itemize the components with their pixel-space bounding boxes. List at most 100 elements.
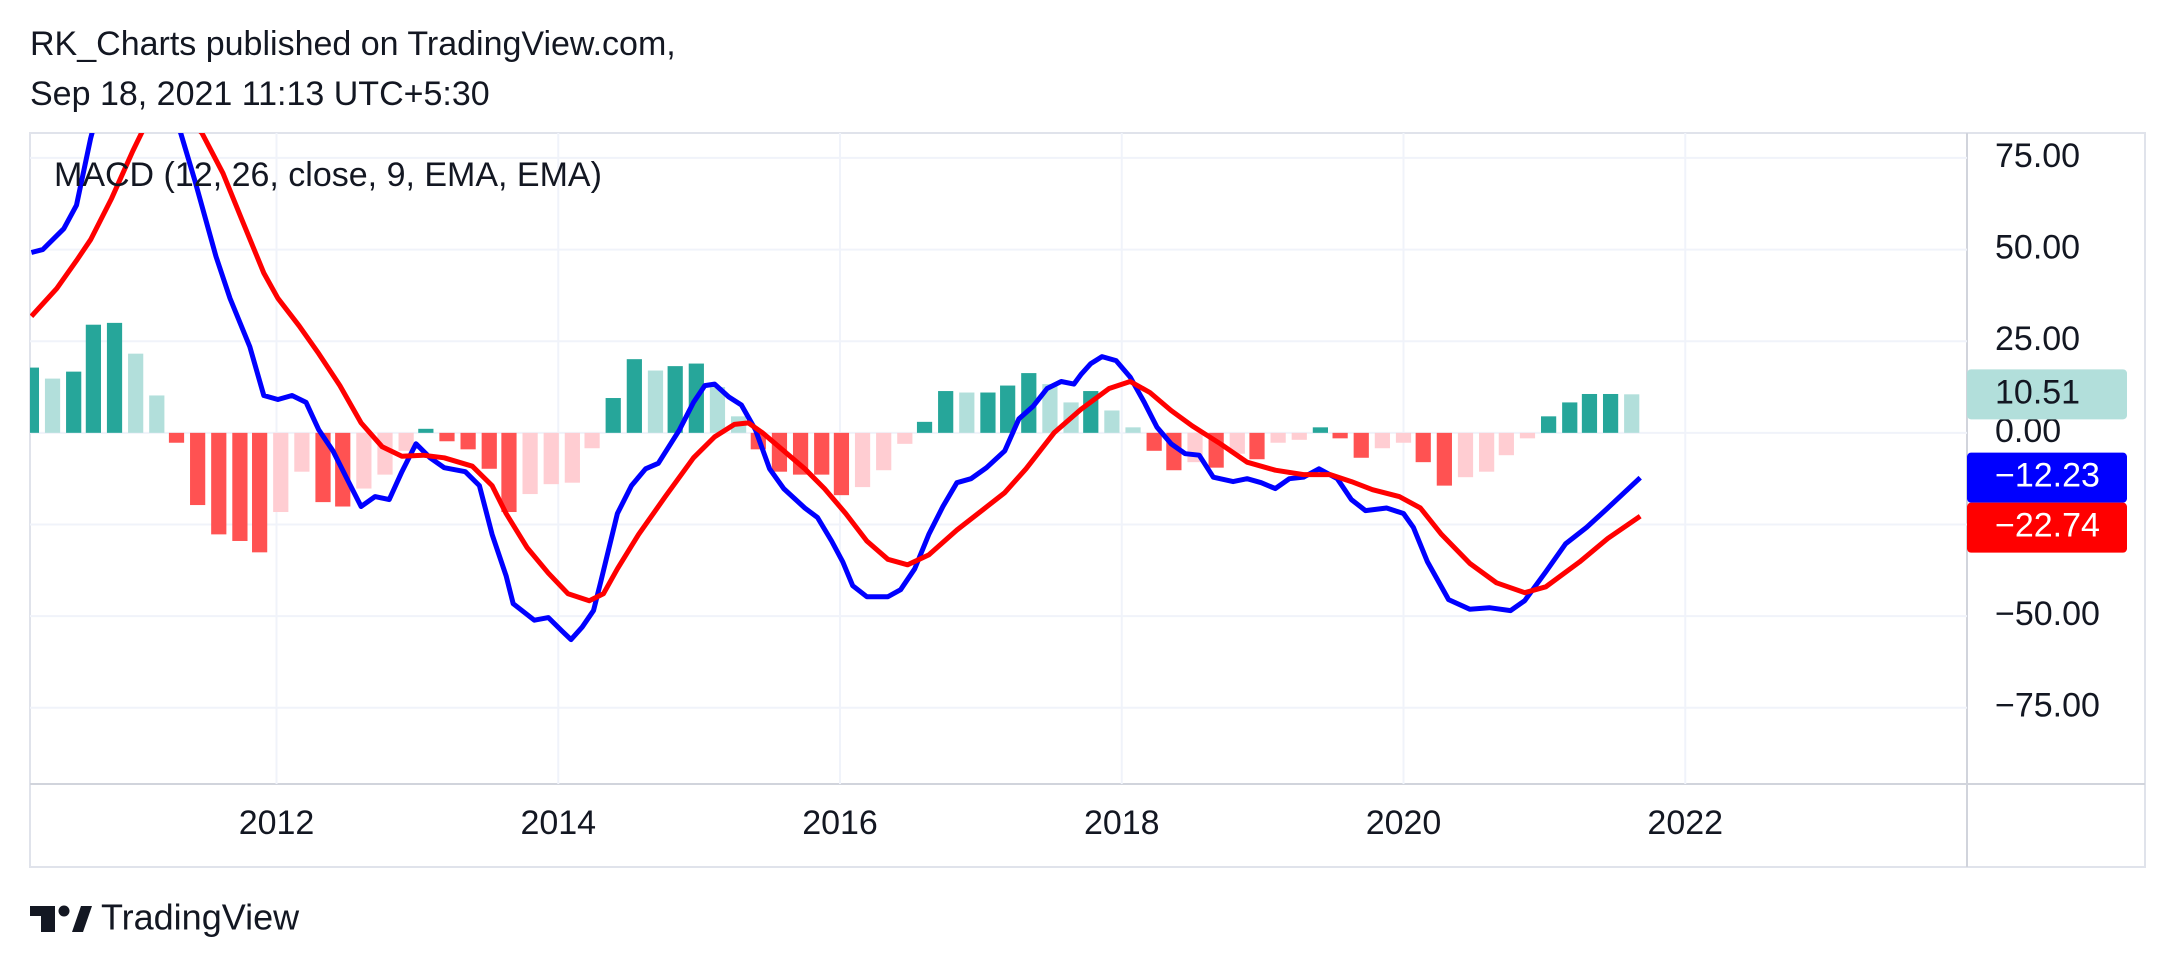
histogram-bar	[1519, 432, 1536, 439]
histogram-bar	[66, 371, 82, 433]
histogram-bar	[1125, 427, 1141, 433]
histogram-bar	[149, 395, 165, 433]
price-label-box	[1967, 502, 2127, 553]
histogram-bar	[481, 432, 497, 469]
histogram-bar	[854, 432, 871, 488]
histogram-bar	[315, 432, 331, 503]
histogram-bar	[938, 391, 954, 433]
histogram-bar	[1415, 432, 1431, 463]
histogram-bar	[398, 432, 414, 451]
histogram-bar	[1332, 432, 1348, 439]
histogram-bar	[85, 324, 101, 433]
histogram-bar	[1581, 393, 1598, 433]
histogram-bar	[1021, 373, 1037, 433]
histogram-bar	[1000, 385, 1016, 433]
x-tick-label: 2012	[239, 804, 315, 842]
histogram-bar	[543, 432, 559, 485]
histogram-bar	[211, 432, 227, 535]
price-label: −22.74	[1995, 507, 2100, 545]
histogram-bar	[232, 432, 248, 541]
histogram-bar	[647, 370, 664, 433]
histogram-bar	[1624, 394, 1640, 433]
histogram-bar	[522, 432, 538, 495]
x-tick-label: 2014	[520, 804, 596, 842]
histogram-bar	[190, 432, 206, 506]
plot-area	[30, 133, 1642, 643]
grid	[30, 133, 1967, 784]
histogram-bar	[1374, 432, 1390, 449]
macd-line	[30, 133, 1642, 643]
histogram-bar	[1498, 432, 1514, 456]
histogram-bar	[439, 432, 455, 442]
histogram-bar	[1312, 427, 1329, 433]
chart-frame	[29, 132, 2146, 868]
y-tick-label: 75.00	[1995, 137, 2080, 175]
histogram-bar	[168, 432, 185, 443]
histogram-bar	[1395, 432, 1412, 443]
x-tick-label: 2016	[802, 804, 878, 842]
histogram-bar	[1042, 384, 1058, 433]
histogram-bar	[1270, 432, 1286, 443]
histogram-bar	[44, 378, 61, 433]
histogram-bar	[1457, 432, 1474, 478]
logo-part	[72, 906, 92, 932]
histogram-bar	[626, 359, 642, 433]
y-tick-label: 50.00	[1995, 229, 2080, 267]
histogram-bar	[1562, 402, 1578, 433]
y-tick-label: −75.00	[1995, 687, 2100, 725]
histogram-bar	[980, 392, 996, 433]
histogram-bar	[460, 432, 476, 450]
histogram-bar	[959, 392, 975, 433]
logo-part	[58, 905, 70, 917]
histogram-bar	[356, 432, 372, 489]
histogram-bar	[564, 432, 580, 483]
macd-line	[30, 133, 1642, 604]
histogram-bar	[814, 432, 830, 475]
histogram-bar	[709, 387, 726, 433]
histogram-bar	[294, 432, 310, 472]
y-tick-label: −50.00	[1995, 595, 2100, 633]
price-label: 10.51	[1995, 373, 2080, 411]
date-line: Sep 18, 2021 11:13 UTC+5:30	[30, 75, 490, 113]
indicator-title: MACD (12, 26, close, 9, EMA, EMA)	[54, 156, 602, 194]
histogram-bar	[1541, 416, 1557, 433]
histogram-bar	[418, 428, 434, 433]
histogram-bar	[1146, 432, 1162, 451]
histogram-bar	[1353, 432, 1369, 458]
histogram-bar	[1229, 432, 1245, 454]
histogram-bar	[1602, 393, 1619, 433]
price-label: −12.23	[1995, 457, 2100, 495]
histogram-bar	[377, 432, 393, 475]
logo-part	[41, 906, 55, 932]
histogram-bar	[252, 432, 268, 553]
x-tick-label: 2022	[1647, 804, 1723, 842]
histogram-bar	[667, 366, 683, 433]
histogram-bar	[916, 421, 933, 433]
histogram-bar	[1249, 432, 1265, 460]
x-tick-label: 2018	[1084, 804, 1160, 842]
histogram-bar	[128, 353, 144, 433]
y-tick-label: 25.00	[1995, 320, 2080, 358]
histogram-bar	[106, 322, 123, 433]
histogram-bar	[273, 432, 289, 513]
price-label-box	[1967, 369, 2127, 420]
tradingview-logo	[30, 905, 92, 932]
price-label-box	[1967, 452, 2127, 503]
histogram-bar	[876, 432, 892, 471]
histogram-bar	[1479, 432, 1495, 472]
histogram-bar	[584, 432, 600, 449]
histogram-bar	[897, 432, 913, 444]
histogram-bar	[833, 432, 850, 496]
histogram-bar	[501, 432, 517, 513]
histogram-bar	[605, 398, 621, 433]
histogram-bar	[1291, 432, 1307, 440]
histogram-bar	[30, 367, 40, 433]
histogram-bar	[1104, 410, 1120, 433]
histogram-bar	[1436, 432, 1452, 486]
x-tick-label: 2020	[1366, 804, 1442, 842]
brand-name: TradingView	[101, 897, 300, 938]
publisher-line: RK_Charts published on TradingView.com,	[30, 25, 676, 63]
